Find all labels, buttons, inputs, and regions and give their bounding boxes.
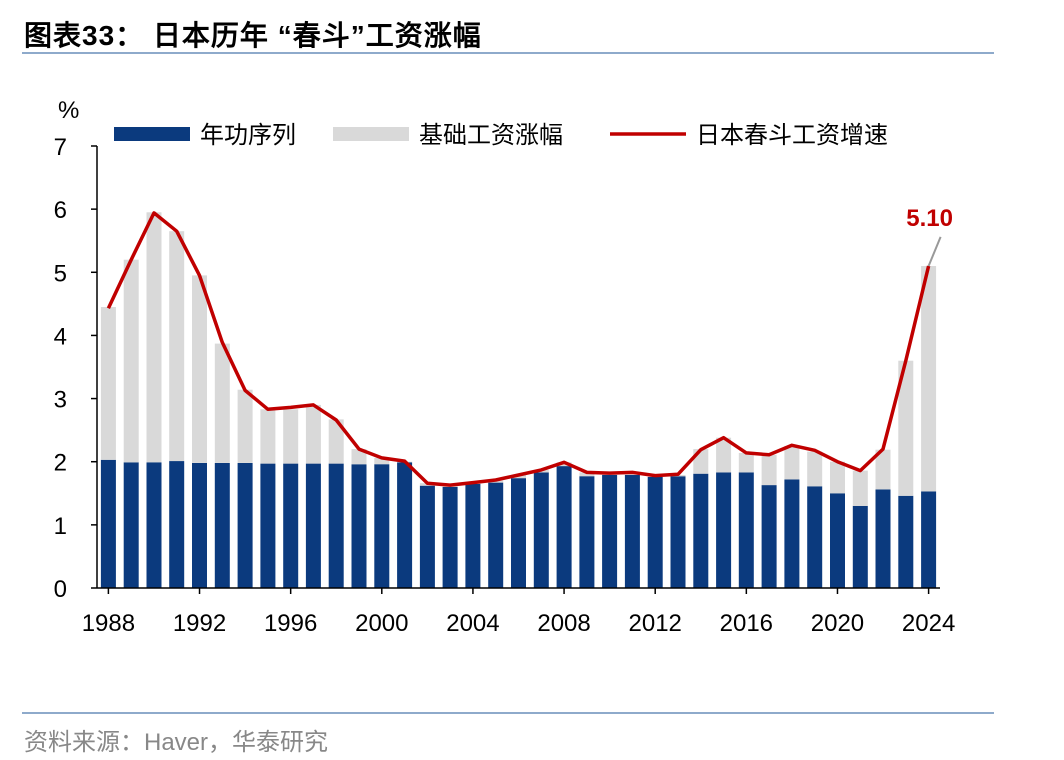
bar-base-wage <box>237 389 253 463</box>
y-tick-label: 6 <box>54 197 67 224</box>
legend-label-base-wage: 基础工资涨幅 <box>419 121 563 149</box>
bar-seniority <box>488 482 504 588</box>
annotation-label: 5.10 <box>906 205 953 232</box>
y-tick-label: 0 <box>54 576 67 603</box>
x-tick-label: 2004 <box>446 610 499 637</box>
bar-seniority <box>283 463 299 588</box>
bar-seniority <box>260 463 276 588</box>
x-tick-label: 2024 <box>902 610 955 637</box>
bar-base-wage <box>921 266 937 492</box>
bar-seniority <box>465 483 481 588</box>
x-tick-label: 2000 <box>355 610 408 637</box>
bar-base-wage <box>328 419 344 464</box>
bar-seniority <box>738 472 754 588</box>
source-note: 资料来源：Haver，华泰研究 <box>24 729 329 756</box>
bar-base-wage <box>146 212 162 463</box>
bar-seniority <box>305 463 321 588</box>
legend-swatch-base-wage <box>333 127 409 141</box>
y-tick-label: 4 <box>54 323 67 350</box>
bar-seniority <box>852 505 868 588</box>
bar-base-wage <box>123 259 139 463</box>
bar-seniority <box>556 466 572 588</box>
bar-seniority <box>761 485 777 588</box>
bar-seniority <box>442 487 458 588</box>
bar-seniority <box>784 479 800 588</box>
legend-label-seniority: 年功序列 <box>200 121 296 149</box>
bar-base-wage <box>579 472 595 477</box>
bar-seniority <box>533 472 549 588</box>
bar-seniority <box>351 464 367 588</box>
bar-seniority <box>624 475 640 588</box>
bar-seniority <box>146 462 162 588</box>
annotation-leader <box>927 236 942 267</box>
bar-seniority <box>397 462 413 588</box>
footer-divider <box>22 712 994 714</box>
bar-base-wage <box>852 470 868 506</box>
bar-base-wage <box>283 409 299 464</box>
bar-base-wage <box>305 404 321 464</box>
bar-base-wage <box>738 452 754 473</box>
bar-seniority <box>716 472 732 588</box>
bar-seniority <box>647 476 663 588</box>
bar-base-wage <box>761 454 777 486</box>
bar-seniority <box>602 475 618 588</box>
bar-base-wage <box>898 360 914 496</box>
bar-base-wage <box>875 449 891 490</box>
bar-seniority <box>123 462 139 588</box>
y-tick-label: 5 <box>54 260 67 287</box>
bar-base-wage <box>169 231 185 461</box>
x-tick-label: 1988 <box>82 610 135 637</box>
bar-base-wage <box>784 445 800 480</box>
bar-base-wage <box>351 449 367 465</box>
x-tick-label: 1992 <box>173 610 226 637</box>
line-shunto-wage-growth <box>106 211 931 487</box>
bar-seniority <box>693 473 709 588</box>
bar-seniority <box>214 463 230 588</box>
x-tick-label: 2016 <box>720 610 773 637</box>
bar-seniority <box>807 486 823 588</box>
y-tick-label: 1 <box>54 513 67 540</box>
x-tick-label: 2008 <box>537 610 590 637</box>
bar-base-wage <box>214 343 230 463</box>
bar-base-wage <box>830 461 845 494</box>
x-tick-label: 1996 <box>264 610 317 637</box>
y-unit-label: % <box>58 97 79 124</box>
bar-seniority <box>579 476 595 588</box>
bar-base-wage <box>716 437 732 473</box>
x-tick-label: 2020 <box>811 610 864 637</box>
bar-seniority <box>898 495 914 588</box>
bar-base-wage <box>807 451 823 487</box>
legend-swatch-seniority <box>114 127 190 141</box>
bar-seniority <box>374 464 390 588</box>
bar-seniority <box>169 461 185 588</box>
bar-seniority <box>921 491 937 588</box>
title-divider <box>22 52 994 54</box>
bar-seniority <box>670 476 686 588</box>
bar-base-wage <box>100 307 116 460</box>
bar-seniority <box>328 463 344 588</box>
bar-base-wage <box>192 275 207 463</box>
y-tick-label: 2 <box>54 450 67 477</box>
bar-seniority <box>830 493 845 588</box>
bar-seniority <box>419 485 435 588</box>
bar-seniority <box>875 489 891 588</box>
chart-title: 图表33： 日本历年 “春斗”工资涨幅 <box>24 20 482 51</box>
bar-seniority <box>100 459 116 588</box>
y-tick-label: 3 <box>54 387 67 414</box>
y-tick-label: 7 <box>54 134 67 161</box>
bar-seniority <box>511 478 526 588</box>
bar-seniority <box>192 463 207 588</box>
bar-base-wage <box>374 457 390 465</box>
bar-base-wage <box>260 409 276 464</box>
bar-base-wage <box>693 449 709 474</box>
legend-label-line: 日本春斗工资增速 <box>696 121 888 149</box>
bar-seniority <box>237 463 253 588</box>
x-tick-label: 2012 <box>629 610 682 637</box>
